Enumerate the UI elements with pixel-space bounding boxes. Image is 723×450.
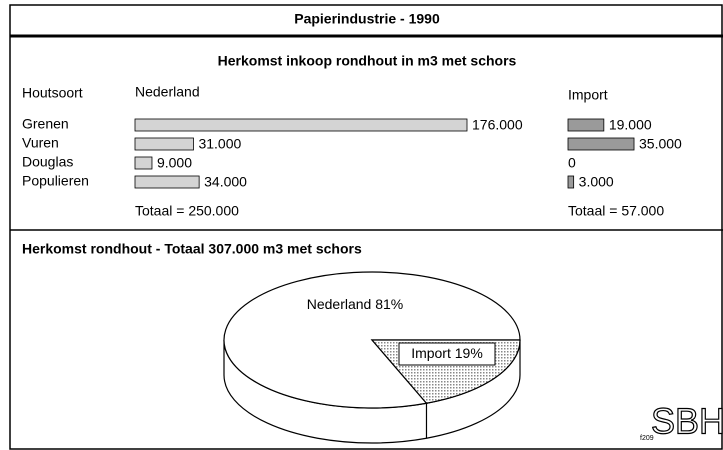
column-header: Houtsoort — [22, 85, 83, 101]
bar-chart-title: Import — [568, 87, 608, 103]
value-label: 3.000 — [579, 174, 614, 190]
slice-name: Nederland — [307, 296, 372, 312]
frame — [9, 4, 723, 450]
code: f209 — [640, 435, 654, 442]
bar — [567, 175, 575, 189]
category-label: Grenen — [22, 116, 69, 132]
bar — [134, 137, 194, 151]
pie-label: Nederland 81% — [307, 296, 404, 312]
bar — [134, 118, 468, 132]
bar — [134, 156, 153, 170]
bar-chart-title: Nederland — [135, 84, 200, 100]
category-label: Vuren — [22, 135, 59, 151]
bar — [134, 175, 200, 189]
value-label: 34.000 — [204, 174, 247, 190]
total-label: Totaal = 250.000 — [135, 203, 239, 219]
value-label: 0 — [568, 155, 576, 171]
logo: SBH — [651, 401, 723, 442]
value-label: 19.000 — [609, 117, 652, 133]
section-title: Herkomst inkoop rondhout in m3 met schor… — [218, 53, 517, 69]
pie-title: Herkomst rondhout - Totaal 307.000 m3 me… — [22, 241, 362, 257]
pie-label: Import 19% — [411, 345, 483, 361]
category-label: Populieren — [22, 173, 89, 189]
value-label: 35.000 — [639, 136, 682, 152]
bar — [567, 137, 635, 151]
slice-name: Import — [411, 345, 451, 361]
total-label: Totaal = 57.000 — [568, 203, 664, 219]
value-label: 31.000 — [198, 136, 241, 152]
value-label: 9.000 — [157, 155, 192, 171]
slice-value: 81% — [375, 296, 403, 312]
category-label: Douglas — [22, 154, 73, 170]
slice-value: 19% — [455, 345, 483, 361]
page-title: Papierindustrie - 1990 — [294, 11, 440, 27]
bar — [567, 118, 605, 132]
value-label: 176.000 — [472, 117, 523, 133]
label-box — [398, 342, 496, 366]
